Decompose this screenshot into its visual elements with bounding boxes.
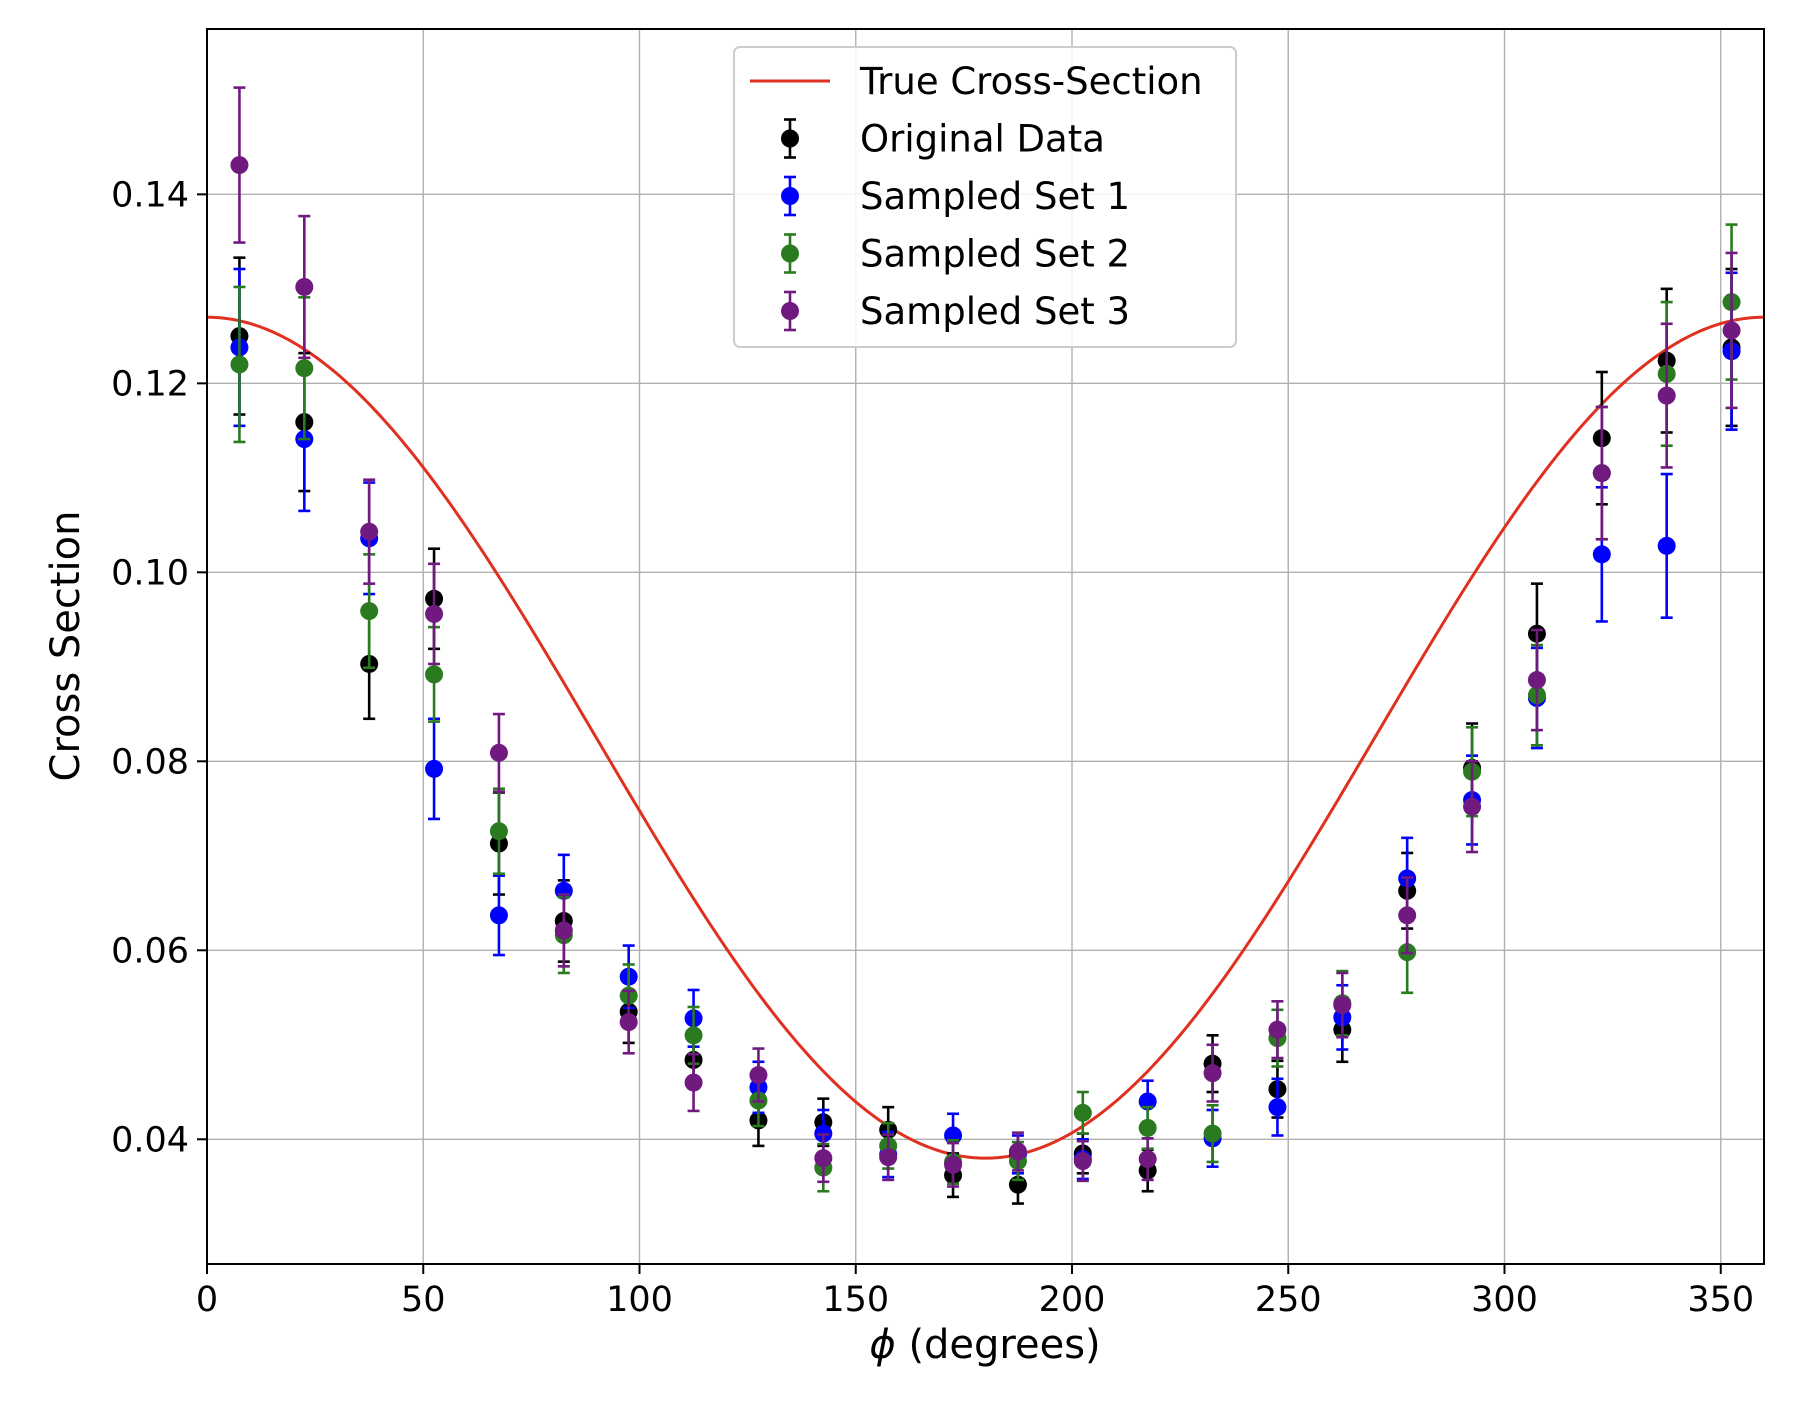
plot-frame — [206, 28, 1765, 1265]
series-4 — [230, 86, 1741, 1188]
data-point — [360, 602, 379, 621]
x-tick-label: 250 — [1255, 1280, 1322, 1320]
data-point — [1073, 1103, 1092, 1122]
data-point — [230, 355, 249, 374]
x-tick-label: 100 — [606, 1280, 673, 1320]
data-point — [814, 1149, 833, 1168]
data-point — [554, 921, 573, 940]
data-point — [879, 1148, 898, 1167]
y-tick-label: 0.06 — [111, 931, 189, 971]
legend-label: Sampled Set 1 — [860, 175, 1130, 218]
data-point — [1592, 464, 1611, 483]
data-point — [1722, 321, 1741, 340]
x-tick-label: 0 — [196, 1280, 218, 1320]
data-points-layer — [230, 86, 1741, 1205]
legend-marker-series-4 — [781, 302, 799, 320]
y-tick-label: 0.10 — [111, 553, 189, 593]
legend-label: Sampled Set 2 — [860, 233, 1130, 276]
x-tick-label: 350 — [1687, 1280, 1754, 1320]
legend-marker-series-3 — [781, 244, 799, 263]
data-point — [1398, 906, 1417, 925]
y-tick-label: 0.04 — [111, 1120, 189, 1160]
data-point — [1268, 1098, 1287, 1117]
data-point — [295, 359, 314, 378]
legend-label: Sampled Set 3 — [860, 290, 1130, 333]
y-tick-label: 0.12 — [111, 364, 189, 404]
data-point — [619, 1013, 638, 1032]
y-axis-label: Cross Section — [43, 511, 89, 782]
data-point — [489, 906, 508, 925]
data-point — [1203, 1124, 1222, 1143]
axis-ticks: 0 50 100 150 200 250 300 350 0.04 0.06 0.08 0.10 0.1… — [111, 175, 1754, 1320]
data-point — [1527, 671, 1546, 690]
legend-marker-series-1 — [781, 129, 799, 148]
data-point — [1333, 996, 1352, 1015]
data-point — [684, 1073, 703, 1092]
data-point — [230, 156, 249, 175]
data-point — [1138, 1118, 1157, 1137]
data-point — [360, 522, 379, 541]
y-tick-label: 0.08 — [111, 742, 189, 782]
legend-box — [733, 46, 1237, 348]
data-point — [425, 759, 444, 778]
x-tick-label: 50 — [401, 1280, 446, 1320]
data-point — [944, 1155, 963, 1174]
data-point — [1657, 536, 1676, 555]
y-tick-label: 0.14 — [111, 175, 189, 215]
data-point — [1592, 545, 1611, 564]
data-point — [684, 1026, 703, 1045]
true-curve-line — [206, 315, 1765, 1160]
legend-marker-series-2 — [781, 187, 799, 205]
true-curve-layer — [206, 315, 1765, 1160]
data-point — [1463, 797, 1482, 816]
x-axis-label: ϕ (degrees) — [869, 1322, 1100, 1368]
data-point — [489, 743, 508, 762]
data-point — [295, 277, 314, 296]
data-point — [1203, 1064, 1222, 1083]
x-tick-label: 150 — [822, 1280, 889, 1320]
x-tick-label: 300 — [1471, 1280, 1538, 1320]
data-point — [1268, 1020, 1287, 1039]
data-point — [749, 1066, 768, 1085]
data-point — [489, 822, 508, 841]
legend-label: True Cross-Section — [859, 60, 1203, 103]
data-point — [1008, 1142, 1027, 1161]
data-point — [425, 604, 444, 623]
data-point — [1138, 1150, 1157, 1169]
data-point — [1657, 386, 1676, 405]
data-point — [1073, 1152, 1092, 1171]
x-tick-label: 200 — [1039, 1280, 1106, 1320]
data-point — [425, 665, 444, 684]
legend: True Cross-Section Original Data Sampled S… — [733, 46, 1237, 348]
legend-label: Original Data — [860, 118, 1105, 161]
